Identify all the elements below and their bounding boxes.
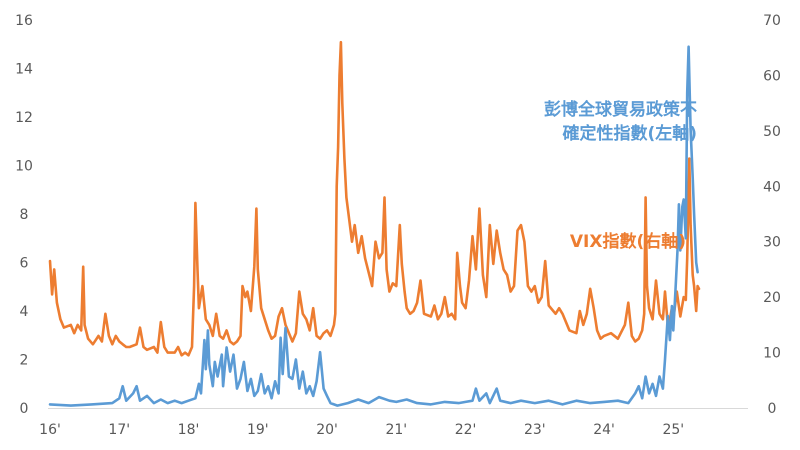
left-tick-label: 14 — [15, 62, 33, 78]
left-tick-label: 8 — [20, 207, 29, 223]
right-tick-label: 70 — [763, 13, 781, 29]
x-tick-label: 16' — [39, 422, 61, 438]
right-tick-label: 50 — [763, 124, 781, 140]
x-tick-label: 18' — [178, 422, 200, 438]
x-tick-label: 24' — [593, 422, 615, 438]
x-tick-label: 20' — [316, 422, 338, 438]
trade-uncertainty-line — [48, 45, 699, 407]
left-tick-label: 10 — [15, 159, 33, 175]
right-axis-ticks: 0 10 20 30 40 50 60 70 — [763, 13, 781, 417]
x-axis-ticks: 16' 17' 18' 19' 20' 21' 22' 23' 24' 25' — [39, 422, 684, 438]
left-tick-label: 6 — [20, 256, 29, 272]
blue-series-label-line-2: 確定性指數(左軸) — [562, 123, 697, 144]
right-tick-label: 20 — [763, 290, 781, 306]
x-tick-label: 19' — [247, 422, 269, 438]
left-tick-label: 0 — [20, 401, 29, 417]
x-tick-label: 21' — [385, 422, 407, 438]
right-tick-label: 30 — [763, 235, 781, 251]
right-tick-label: 40 — [763, 179, 781, 195]
x-tick-label: 25' — [662, 422, 684, 438]
left-tick-label: 16 — [15, 13, 33, 29]
left-tick-label: 4 — [20, 304, 29, 320]
right-tick-label: 60 — [763, 68, 781, 84]
right-tick-label: 0 — [768, 401, 777, 417]
series-layer — [48, 40, 701, 407]
left-tick-label: 2 — [20, 353, 29, 369]
left-tick-label: 12 — [15, 110, 33, 126]
orange-series-label: VIX指數(右軸) — [570, 231, 686, 252]
x-tick-label: 23' — [524, 422, 546, 438]
left-axis-ticks: 0 2 4 6 8 10 12 14 16 — [15, 13, 33, 417]
blue-series-label-line-1: 彭博全球貿易政策不 — [544, 99, 697, 120]
x-tick-label: 17' — [108, 422, 130, 438]
x-tick-label: 22' — [455, 422, 477, 438]
vix-line — [48, 40, 701, 357]
right-tick-label: 10 — [763, 346, 781, 362]
